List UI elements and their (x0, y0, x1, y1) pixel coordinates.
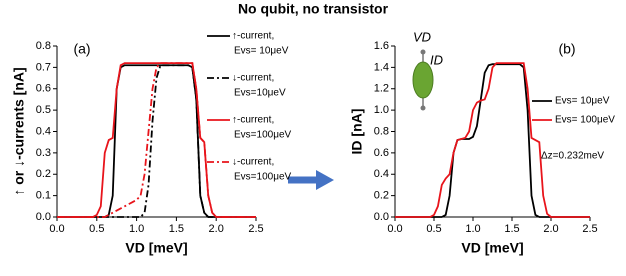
y-tick-label: 0.0 (36, 211, 51, 223)
y-tick-label: 0.6 (36, 83, 51, 95)
y-tick-label: 0.4 (374, 168, 389, 180)
x-tick-label: 2.5 (248, 223, 263, 235)
x-axis-label: VD [meV] (125, 240, 187, 256)
figure-title: No qubit, no transistor (238, 1, 389, 17)
y-tick-label: 0.0 (374, 211, 389, 223)
y-tick-label: 1.6 (374, 40, 389, 52)
x-tick-label: 1.5 (169, 223, 184, 235)
legend-label: Evs= 10μeV (555, 96, 610, 107)
x-tick-label: 1.0 (129, 223, 144, 235)
figure: No qubit, no transistor 0.0 0.1 0.2 0.3 0.4 0… (0, 0, 626, 276)
series-line (57, 65, 256, 217)
y-axis-label: ↑ or ↓-currents [nA] (11, 67, 27, 195)
legend-label: Evs=100μeV (234, 172, 292, 183)
inset-label: ID (430, 52, 443, 67)
series-line (57, 65, 256, 217)
y-tick-label: 0.2 (36, 168, 51, 180)
y-tick-label: 1.4 (374, 61, 389, 73)
x-axis-label: VD [meV] (461, 240, 523, 256)
y-tick-label: 0.2 (374, 190, 389, 202)
legend-label: Evs= 100μeV (555, 115, 615, 126)
y-tick-label: 0.8 (374, 125, 389, 137)
x-tick-label: 2.5 (582, 223, 597, 235)
x-tick-label: 2.0 (543, 223, 558, 235)
y-tick-label: 0.3 (36, 147, 51, 159)
arrow (288, 170, 334, 190)
x-tick-label: 0.5 (426, 223, 441, 235)
legend-label: ↑-current, (232, 31, 274, 42)
y-tick-label: 0.4 (36, 125, 51, 137)
legend-label: Evs= 10μeV (234, 46, 289, 57)
x-tick-label: 1.0 (465, 223, 480, 235)
y-tick-label: 0.5 (36, 104, 51, 116)
y-tick-label: 1.2 (374, 83, 389, 95)
panel-label: (b) (558, 41, 575, 57)
panel-label: (a) (73, 41, 90, 57)
legend-label: ↓-current, (232, 157, 274, 168)
legend-label: Evs=10μeV (234, 88, 286, 99)
x-tick-label: 0.5 (89, 223, 104, 235)
legend-label: ↓-current, (232, 73, 274, 84)
y-tick-label: 0.8 (36, 40, 51, 52)
legend-label: Evs=100μeV (234, 130, 292, 141)
y-axis-label: ID [nA] (349, 109, 365, 155)
x-tick-label: 0.0 (387, 223, 402, 235)
x-tick-label: 1.5 (504, 223, 519, 235)
y-tick-label: 0.6 (374, 147, 389, 159)
annotation: Δz=0.232meV (541, 151, 604, 162)
inset-label: VD (413, 29, 431, 44)
legend-label: ↑-current, (232, 115, 274, 126)
y-tick-label: 0.7 (36, 61, 51, 73)
y-tick-label: 1.0 (374, 104, 389, 116)
x-tick-label: 0.0 (49, 223, 64, 235)
y-tick-label: 0.1 (36, 190, 51, 202)
x-tick-label: 2.0 (209, 223, 224, 235)
